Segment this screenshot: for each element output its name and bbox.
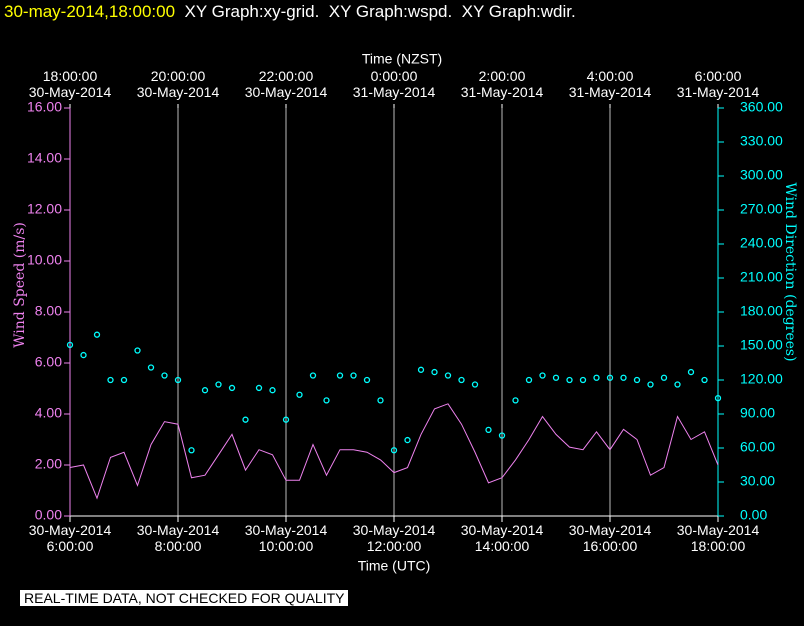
direction-point <box>552 374 560 381</box>
speed-line <box>69 403 719 500</box>
direction-point <box>498 432 506 439</box>
x-tick-label: 30-May-2014 10:00:00 <box>244 522 328 554</box>
y-tick-label: 14.00 <box>27 150 62 166</box>
direction-point <box>215 381 222 388</box>
x2-tick-label: 20:00:00 30-May-2014 <box>136 68 220 100</box>
direction-point <box>444 372 452 379</box>
y2-tick-label: 90.00 <box>740 405 775 421</box>
direction-point <box>417 366 425 373</box>
title: XY Graph:xy-grid. XY Graph:wspd. XY Grap… <box>184 2 576 21</box>
direction-point <box>566 376 573 384</box>
y2-tick-label: 180.00 <box>740 303 783 319</box>
x-tick-label: 30-May-2014 12:00:00 <box>352 522 436 554</box>
direction-point <box>674 381 681 388</box>
direction-point <box>539 372 546 379</box>
direction-point <box>309 372 317 379</box>
direction-point <box>363 376 371 384</box>
direction-point <box>687 368 695 376</box>
y-tick-label: 4.00 <box>35 405 62 421</box>
direction-point <box>147 364 155 371</box>
y-tick-label: 6.00 <box>35 354 62 370</box>
direction-point <box>390 447 398 454</box>
direction-point <box>336 372 344 379</box>
y-tick-label: 8.00 <box>35 303 62 319</box>
x2-tick-label: 6:00:00 31-May-2014 <box>676 68 760 100</box>
y2-tick-label: 120.00 <box>740 371 783 387</box>
y2-tick-label: 330.00 <box>740 133 783 149</box>
direction-point <box>282 416 290 423</box>
y-tick-label: 2.00 <box>35 456 62 472</box>
x-tick-label: 30-May-2014 18:00:00 <box>676 522 760 554</box>
x2-tick-label: 0:00:00 31-May-2014 <box>352 68 436 100</box>
y-tick-label: 12.00 <box>27 201 62 217</box>
y2-tick-label: 270.00 <box>740 201 783 217</box>
x2-tick-label: 4:00:00 31-May-2014 <box>568 68 652 100</box>
direction-point <box>458 376 465 384</box>
direction-point <box>714 394 722 402</box>
x-tick-label: 30-May-2014 6:00:00 <box>28 522 112 554</box>
direction-point <box>377 397 384 404</box>
direction-point <box>188 447 195 454</box>
direction-point <box>633 376 641 384</box>
direction-point <box>161 372 168 379</box>
direction-point <box>471 381 479 388</box>
direction-point <box>66 341 74 349</box>
y2-axis-label: Wind Direction (degrees) <box>782 182 798 361</box>
direction-point <box>593 374 600 381</box>
direction-point <box>80 351 87 359</box>
timestamp: 30-may-2014,18:00:00 <box>4 2 176 21</box>
header: 30-may-2014,18:00:00 XY Graph:xy-grid. X… <box>4 2 576 22</box>
y-tick-label: 16.00 <box>27 99 62 115</box>
direction-point <box>174 376 182 384</box>
y2-tick-label: 30.00 <box>740 473 775 489</box>
direction-point <box>579 376 587 384</box>
direction-point <box>525 376 533 384</box>
direction-point <box>647 381 654 388</box>
direction-point <box>431 368 438 376</box>
y2-tick-label: 240.00 <box>740 235 783 251</box>
direction-point <box>620 374 627 381</box>
y-tick-label: 0.00 <box>35 507 62 523</box>
direction-point <box>120 376 128 384</box>
y2-tick-label: 150.00 <box>740 337 783 353</box>
direction-point <box>323 397 330 404</box>
direction-point <box>350 372 357 379</box>
x-tick-label: 30-May-2014 16:00:00 <box>568 522 652 554</box>
x-tick-label: 30-May-2014 14:00:00 <box>460 522 544 554</box>
x-axis-label: Time (UTC) <box>358 558 431 574</box>
direction-point <box>93 331 101 338</box>
y2-tick-label: 0.00 <box>740 507 767 523</box>
direction-point <box>512 397 519 404</box>
direction-point <box>606 374 614 381</box>
y2-tick-label: 360.00 <box>740 99 783 115</box>
direction-point <box>228 384 236 392</box>
direction-point <box>404 436 411 444</box>
x2-axis-label: Time (NZST) <box>362 51 442 67</box>
direction-point <box>134 347 141 354</box>
y2-tick-label: 210.00 <box>740 269 783 285</box>
y-axis-label: Wind Speed (m/s) <box>12 222 28 348</box>
y2-tick-label: 60.00 <box>740 439 775 455</box>
direction-point <box>107 376 114 384</box>
direction-point <box>660 374 668 381</box>
x-tick-label: 30-May-2014 8:00:00 <box>136 522 220 554</box>
direction-point <box>201 387 209 394</box>
y2-tick-label: 300.00 <box>740 167 783 183</box>
x2-tick-label: 22:00:00 30-May-2014 <box>244 68 328 100</box>
direction-point <box>485 426 492 434</box>
direction-point <box>269 387 276 394</box>
direction-point <box>296 391 303 398</box>
y-tick-label: 10.00 <box>27 252 62 268</box>
direction-point <box>242 416 249 423</box>
direction-point <box>255 384 263 392</box>
direction-point <box>701 376 708 384</box>
x2-tick-label: 2:00:00 31-May-2014 <box>460 68 544 100</box>
x2-tick-label: 18:00:00 30-May-2014 <box>28 68 112 100</box>
quality-note: REAL-TIME DATA, NOT CHECKED FOR QUALITY <box>20 590 349 606</box>
